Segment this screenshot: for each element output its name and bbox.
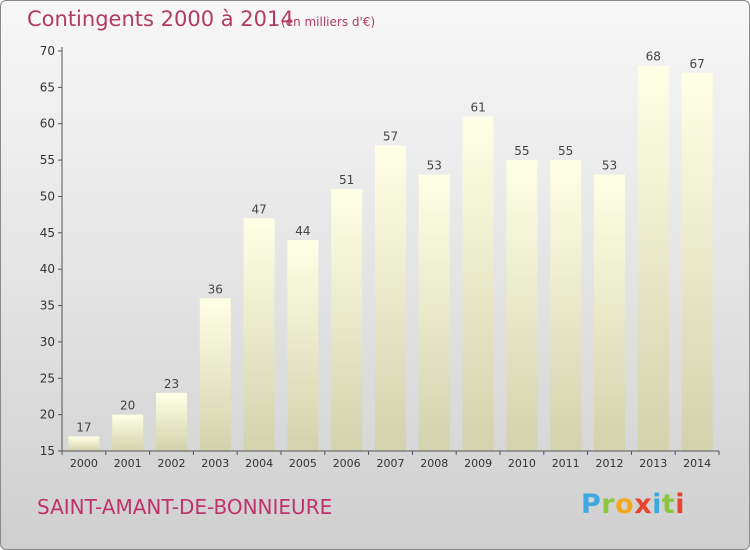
data-label-2000: 17 — [76, 420, 91, 434]
x-tick-label: 2011 — [552, 457, 580, 470]
data-label-2002: 23 — [164, 377, 179, 391]
y-tick-label: 55 — [40, 153, 55, 167]
bar-2004 — [243, 218, 275, 451]
x-tick-label: 2007 — [377, 457, 405, 470]
bar-2006 — [331, 189, 363, 451]
bar-2013 — [637, 65, 669, 451]
x-tick-label: 2003 — [201, 457, 229, 470]
y-tick-label: 50 — [40, 189, 55, 203]
bar-2000 — [68, 436, 100, 451]
y-tick-label: 35 — [40, 299, 55, 313]
x-tick-label: 2008 — [420, 457, 448, 470]
data-label-2003: 36 — [208, 282, 223, 296]
y-tick-label: 70 — [40, 44, 55, 58]
bar-2010 — [506, 160, 538, 451]
y-tick-label: 65 — [40, 80, 55, 94]
data-label-2004: 47 — [251, 202, 266, 216]
logo-letter: i — [675, 489, 686, 520]
data-label-2013: 68 — [646, 50, 661, 64]
x-tick-label: 2014 — [683, 457, 711, 470]
x-tick-label: 2002 — [158, 457, 186, 470]
bar-2011 — [550, 160, 582, 451]
x-tick-label: 2006 — [333, 457, 361, 470]
data-label-2014: 67 — [689, 57, 704, 71]
chart-title: Contingents 2000 à 2014 — [27, 7, 294, 31]
x-tick-label: 2012 — [596, 457, 624, 470]
bar-2005 — [287, 240, 319, 451]
bar-2014 — [681, 72, 713, 452]
y-tick-label: 30 — [40, 335, 55, 349]
y-tick-label: 15 — [40, 444, 55, 458]
data-label-2006: 51 — [339, 173, 354, 187]
logo-letter: r — [601, 489, 616, 520]
data-label-2001: 20 — [120, 399, 135, 413]
x-tick-label: 2009 — [464, 457, 492, 470]
data-label-2010: 55 — [514, 144, 529, 158]
y-tick-label: 25 — [40, 371, 55, 385]
logo-letter: i — [652, 489, 662, 520]
data-label-2005: 44 — [295, 224, 310, 238]
x-tick-label: 2005 — [289, 457, 317, 470]
data-label-2007: 57 — [383, 130, 398, 144]
logo-letter: o — [615, 489, 635, 520]
bar-2008 — [418, 174, 450, 452]
y-tick-label: 20 — [40, 408, 55, 422]
y-tick-label: 40 — [40, 262, 55, 276]
bar-2007 — [375, 145, 406, 451]
place-name: SAINT-AMANT-DE-BONNIEURE — [37, 495, 333, 519]
bar-2001 — [112, 414, 144, 451]
proxiti-logo[interactable]: Proxiti — [581, 489, 685, 520]
bar-2002 — [156, 392, 187, 451]
bar-2012 — [594, 174, 625, 452]
x-tick-label: 2010 — [508, 457, 536, 470]
logo-letter: x — [634, 489, 653, 520]
logo-letter: t — [661, 489, 676, 520]
x-tick-label: 2004 — [245, 457, 273, 470]
bar-2003 — [199, 298, 231, 451]
bar-2009 — [462, 116, 494, 452]
y-tick-label: 60 — [40, 117, 55, 131]
x-tick-label: 2000 — [70, 457, 98, 470]
logo-letter: P — [581, 489, 602, 520]
x-tick-label: 2001 — [114, 457, 142, 470]
x-tick-label: 2013 — [639, 457, 667, 470]
y-tick-label: 45 — [40, 226, 55, 240]
data-label-2012: 53 — [602, 159, 617, 173]
chart-unit: (en milliers d'€) — [281, 15, 376, 29]
data-label-2008: 53 — [427, 159, 442, 173]
data-label-2009: 61 — [470, 100, 485, 114]
data-label-2011: 55 — [558, 144, 573, 158]
